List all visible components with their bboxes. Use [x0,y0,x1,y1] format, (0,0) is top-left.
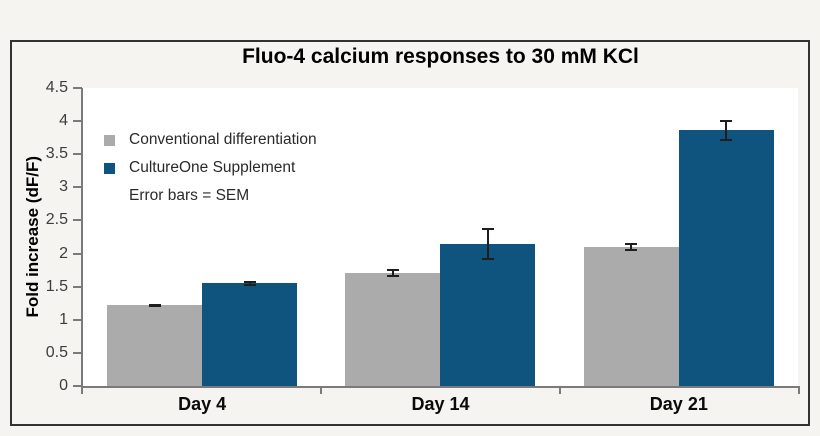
x-category-label: Day 4 [178,394,227,414]
legend-item: Conventional differentiation [104,126,317,154]
x-category-labels: Day 4 Day 14 Day 21 [83,394,798,415]
y-tick-label: 4 [59,112,68,130]
y-tick-mark [73,153,82,156]
x-axis-line [81,386,800,388]
y-tick-mark [73,87,82,89]
error-bar-line [630,242,633,251]
error-bar [386,268,399,277]
y-tick-mark [73,186,82,189]
bar-group [560,88,798,386]
x-tick-mark [81,388,83,394]
y-tick-label: 3.5 [45,145,68,163]
y-tick-mark [73,318,82,321]
error-bar-line [248,280,251,287]
y-tick-label: 2.5 [45,211,68,229]
legend-label: Conventional differentiation [129,131,317,148]
y-tick-mark [73,385,82,387]
error-bar [148,303,161,307]
bar [345,268,441,386]
y-axis-line [81,88,83,388]
error-bar-cap [243,280,256,283]
error-bar-cap [625,242,638,245]
y-tick-mark [73,351,82,354]
legend-item: CultureOne Supplement [104,154,317,182]
legend-note: Error bars = SEM [129,187,250,204]
error-bar-line [725,119,728,141]
error-bar [243,280,256,287]
error-bar-cap [386,274,399,277]
y-axis-title: Fold increase (dF/F) [16,88,50,386]
error-bar-cap [386,268,399,271]
y-tick-mark [73,219,82,222]
x-tick-mark [320,388,322,394]
y-tick-label: 4.5 [45,79,68,96]
error-bar-line [391,268,394,277]
error-bar-cap [148,304,161,307]
y-tick-label: 1.5 [45,277,68,295]
error-bar-cap [720,138,733,141]
error-bar [625,242,638,251]
error-bar-cap [481,257,494,260]
error-bar-cap [243,284,256,287]
bar [440,227,536,386]
y-tick-mark [73,120,82,123]
error-bar-cap [481,227,494,230]
y-tick-label: 2 [59,244,68,262]
x-category-label: Day 14 [411,394,470,414]
bar [202,280,298,386]
figure-border-box: Fluo-4 calcium responses to 30 mM KCl Fo… [10,40,810,426]
x-category-label: Day 21 [649,394,708,414]
error-bar-line [486,227,489,260]
y-tick-mark [73,252,82,255]
y-tick-label: 3 [59,178,68,196]
legend-swatch [104,162,115,174]
bar-groups [83,88,798,386]
bar-group [83,88,321,386]
legend-note-row: Error bars = SEM [104,182,317,210]
y-tick-label: 0.5 [45,343,68,361]
y-tick-label: 1 [59,310,68,328]
chart-title: Fluo-4 calcium responses to 30 mM KCl [242,45,639,68]
error-bar-cap [720,119,733,122]
y-tick-label: 0 [59,377,68,394]
bar-group [321,88,559,386]
bar [583,242,679,386]
error-bar [720,119,733,141]
x-tick-mark [559,388,561,394]
legend-swatch [104,134,115,146]
legend-label: CultureOne Supplement [129,159,296,176]
x-tick-mark [798,388,800,394]
error-bar [481,227,494,260]
error-bar-cap [625,248,638,251]
y-tick-mark [73,285,82,288]
bar [678,119,774,386]
chart-legend: Conventional differentiation CultureOne S… [104,126,317,210]
bar [107,303,203,386]
